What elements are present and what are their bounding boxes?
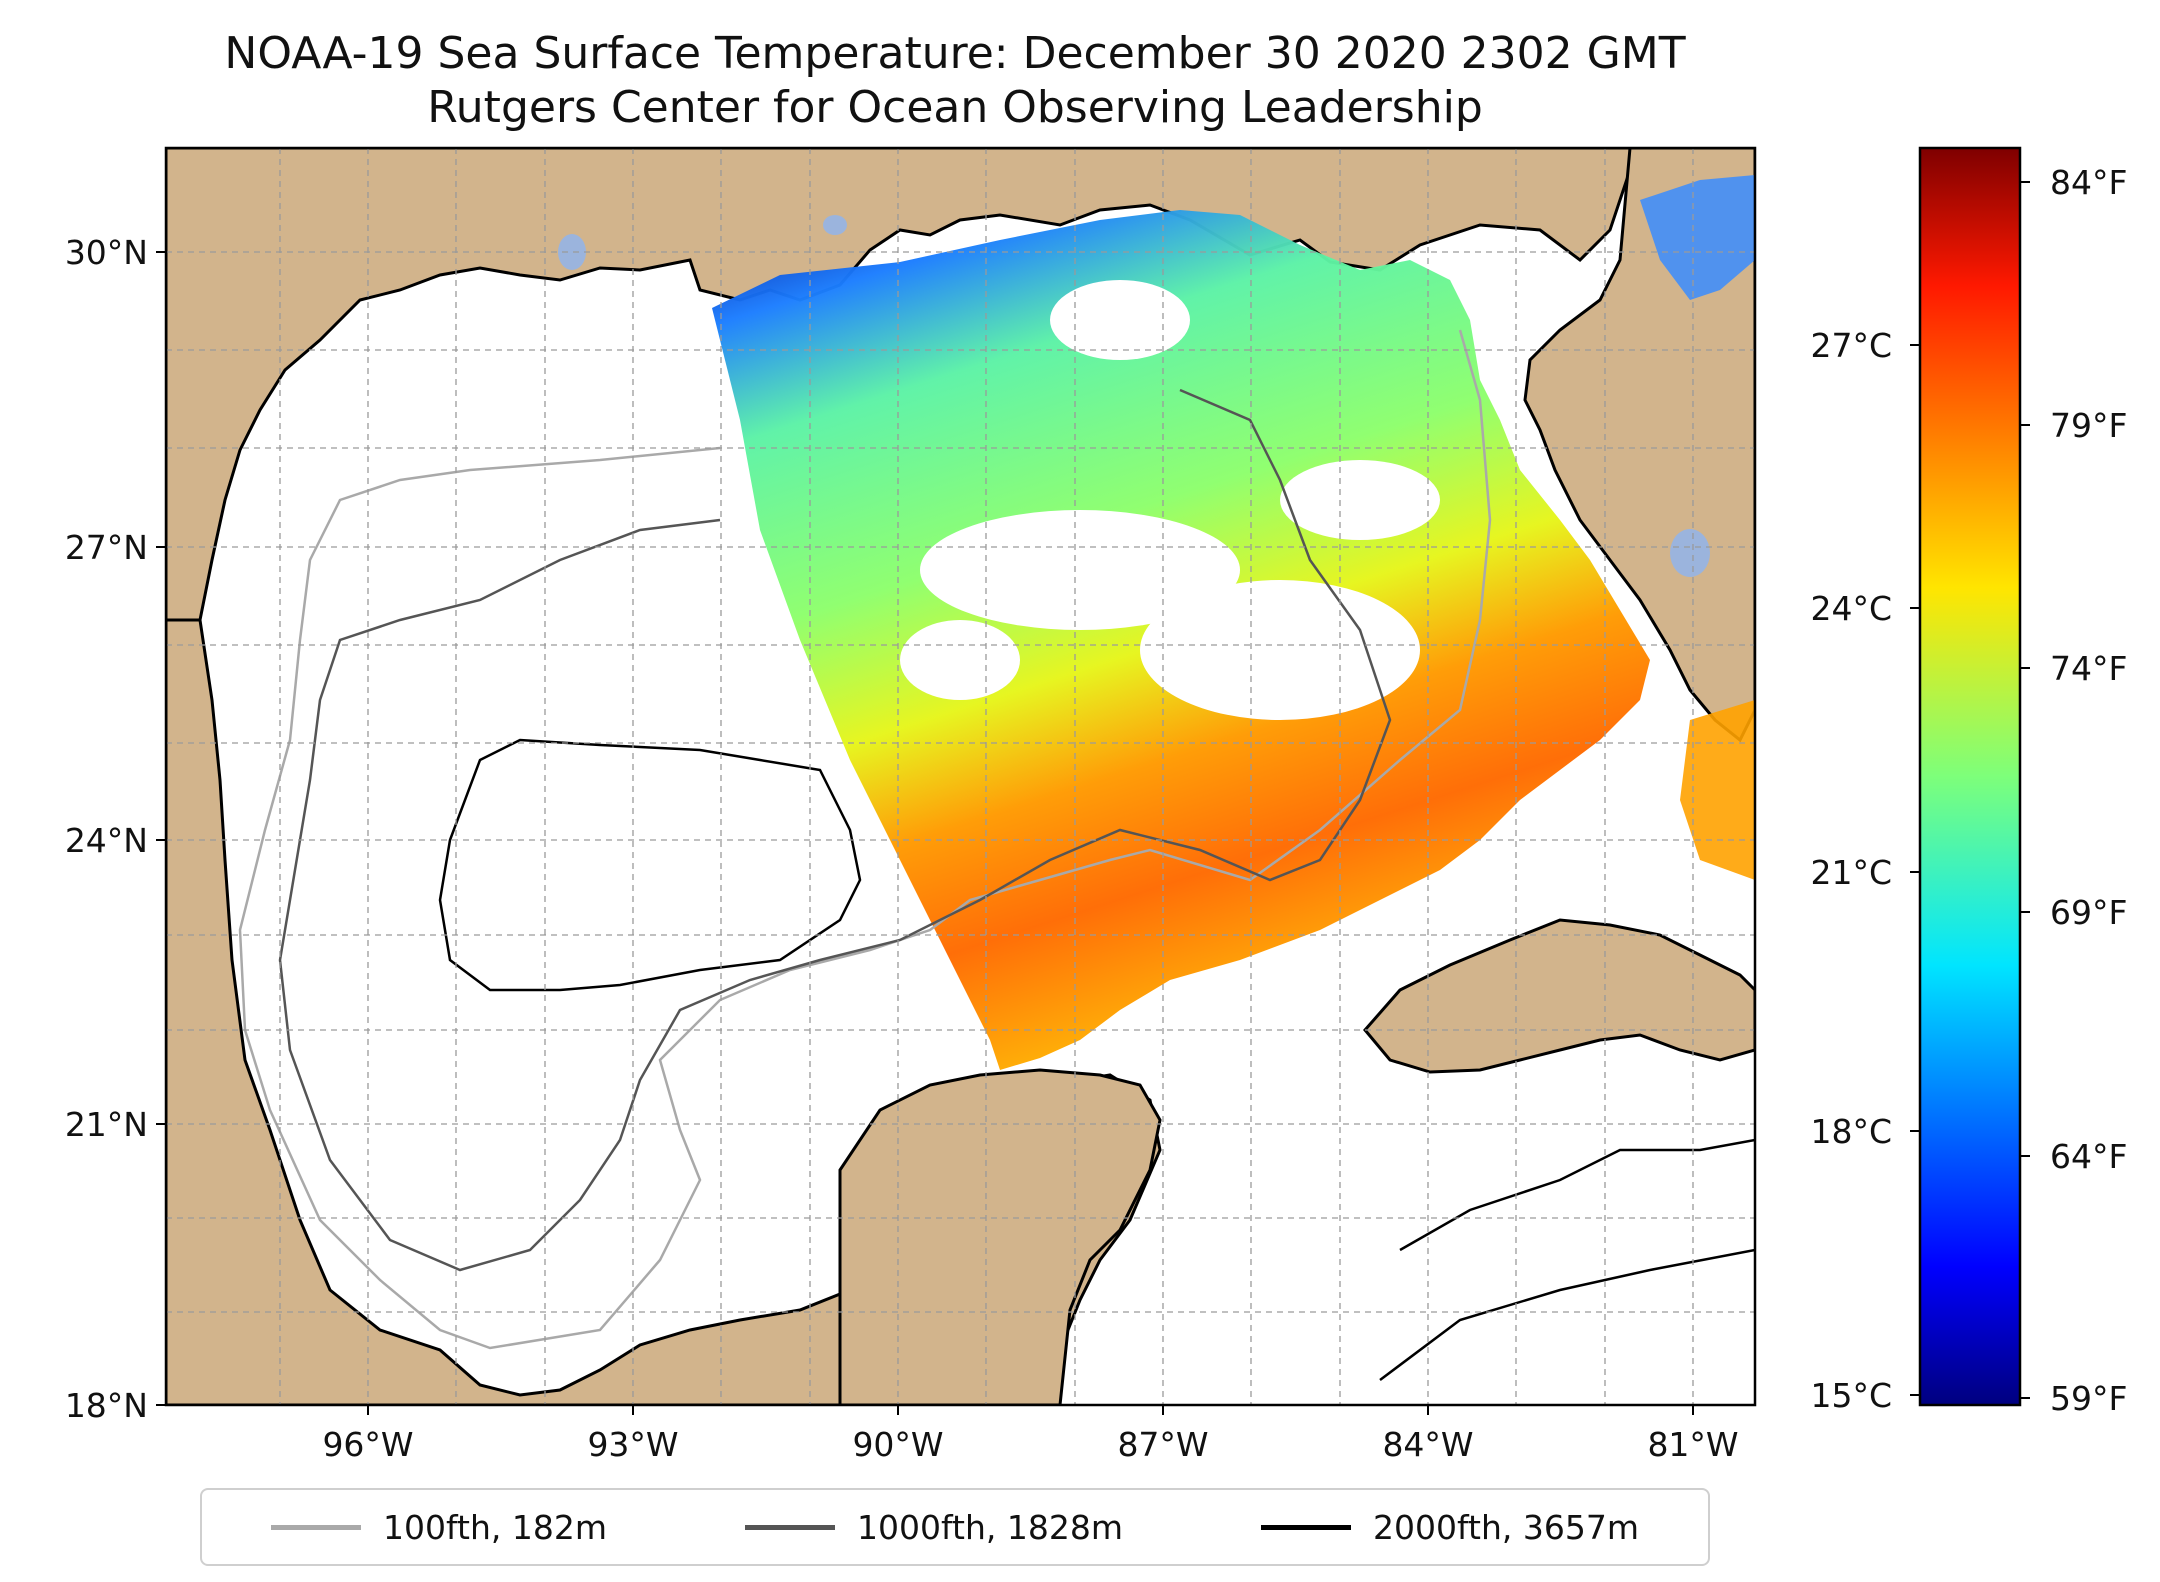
legend-swatch-1000fth bbox=[745, 1524, 835, 1530]
legend: 100fth, 182m 1000fth, 1828m 2000fth, 365… bbox=[200, 1488, 1710, 1566]
lon-label-96: 96°W bbox=[322, 1425, 413, 1464]
map-frame bbox=[164, 146, 1757, 1407]
land-cuba bbox=[1363, 918, 1755, 1074]
lat-label-30: 30°N bbox=[65, 233, 148, 272]
legend-swatch-100fth bbox=[271, 1524, 361, 1530]
legend-label-2000fth: 2000fth, 3657m bbox=[1372, 1507, 1639, 1547]
lon-label-90: 90°W bbox=[852, 1425, 943, 1464]
lon-label-87: 87°W bbox=[1117, 1425, 1208, 1464]
colorbar-celsius-ticks bbox=[1910, 344, 1920, 1396]
cbar-f-69: 69°F bbox=[2050, 893, 2127, 932]
legend-item-1000fth: 1000fth, 1828m bbox=[745, 1508, 1123, 1547]
lat-label-24: 24°N bbox=[65, 821, 148, 860]
cbar-c-18: 18°C bbox=[1810, 1112, 1892, 1151]
colorbar bbox=[1918, 146, 2022, 1407]
lake-1 bbox=[558, 234, 586, 270]
lat-label-18: 18°N bbox=[65, 1386, 148, 1425]
contour-1000fth bbox=[278, 388, 1392, 1272]
cloud-gap-5 bbox=[1280, 460, 1440, 540]
cbar-f-79: 79°F bbox=[2050, 406, 2127, 445]
map-panel bbox=[166, 148, 1755, 1405]
lat-label-21: 21°N bbox=[65, 1105, 148, 1144]
lon-label-84: 84°W bbox=[1382, 1425, 1473, 1464]
legend-item-100fth: 100fth, 182m bbox=[271, 1508, 607, 1547]
contour-100fth bbox=[238, 329, 1492, 1350]
lon-tick-marks bbox=[367, 1405, 1694, 1415]
cloud-gap-3 bbox=[1140, 580, 1420, 720]
legend-label-100fth: 100fth, 182m bbox=[383, 1507, 607, 1547]
lon-label-93: 93°W bbox=[587, 1425, 678, 1464]
cloud-gap-4 bbox=[900, 620, 1020, 700]
cbar-f-74: 74°F bbox=[2050, 649, 2127, 688]
legend-label-1000fth: 1000fth, 1828m bbox=[857, 1507, 1123, 1547]
legend-swatch-2000fth bbox=[1260, 1524, 1351, 1530]
cloud-gap-1 bbox=[1050, 280, 1190, 360]
chart-subtitle: Rutgers Center for Ocean Observing Leade… bbox=[427, 82, 1483, 133]
legend-item-2000fth: 2000fth, 3657m bbox=[1260, 1507, 1639, 1547]
cloud-gap-2 bbox=[920, 510, 1240, 630]
cbar-c-24: 24°C bbox=[1810, 589, 1892, 628]
sst-keys bbox=[1680, 700, 1755, 880]
lon-label-81: 81°W bbox=[1647, 1425, 1738, 1464]
contour-2000fth-caribbean bbox=[1379, 1138, 1755, 1381]
land-yucatan bbox=[838, 1068, 1162, 1405]
sst-east-strip bbox=[1640, 175, 1755, 300]
lat-tick-marks bbox=[156, 251, 166, 1406]
colorbar-fahrenheit-ticks bbox=[2020, 181, 2030, 1399]
gridlines bbox=[166, 148, 1755, 1405]
lake-okeechobee bbox=[1670, 529, 1710, 577]
cbar-f-84: 84°F bbox=[2050, 163, 2127, 202]
chart-title: NOAA-19 Sea Surface Temperature: Decembe… bbox=[224, 28, 1686, 79]
cbar-c-15: 15°C bbox=[1810, 1376, 1892, 1415]
lat-label-27: 27°N bbox=[65, 528, 148, 567]
cbar-c-21: 21°C bbox=[1810, 853, 1892, 892]
lake-2 bbox=[823, 215, 847, 235]
cbar-f-64: 64°F bbox=[2050, 1137, 2127, 1176]
cbar-f-59: 59°F bbox=[2050, 1379, 2127, 1418]
cbar-c-27: 27°C bbox=[1810, 326, 1892, 365]
